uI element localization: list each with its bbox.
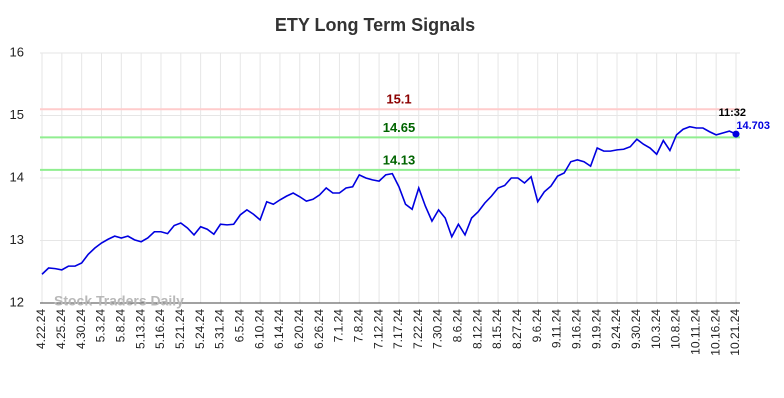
x-tick-label: 4.25.24 xyxy=(54,309,68,349)
reference-label: 15.1 xyxy=(386,92,411,107)
x-tick-label: 4.30.24 xyxy=(74,309,88,349)
x-tick-label: 9.24.24 xyxy=(609,309,623,349)
x-tick-label: 5.8.24 xyxy=(113,309,127,343)
y-tick-label: 16 xyxy=(10,44,24,59)
x-tick-label: 8.15.24 xyxy=(490,309,504,349)
x-tick-label: 9.16.24 xyxy=(570,309,584,349)
chart-title: ETY Long Term Signals xyxy=(275,15,475,35)
x-tick-label: 5.21.24 xyxy=(173,309,187,349)
x-tick-label: 7.22.24 xyxy=(411,309,425,349)
x-tick-label: 9.6.24 xyxy=(530,309,544,343)
x-tick-label: 9.30.24 xyxy=(629,309,643,349)
x-tick-label: 5.24.24 xyxy=(193,309,207,349)
watermark: Stock Traders Daily xyxy=(54,293,184,309)
y-tick-label: 14 xyxy=(10,169,24,184)
x-tick-label: 7.8.24 xyxy=(351,309,365,343)
x-tick-label: 10.21.24 xyxy=(728,309,742,356)
x-tick-label: 8.12.24 xyxy=(470,309,484,349)
x-tick-label: 10.3.24 xyxy=(649,309,663,349)
x-tick-label: 5.3.24 xyxy=(94,309,108,343)
reference-label: 14.13 xyxy=(383,152,416,167)
last-value: 14.703 xyxy=(736,120,770,132)
x-tick-label: 4.22.24 xyxy=(34,309,48,349)
series-line xyxy=(41,125,737,275)
x-tick-label: 6.20.24 xyxy=(292,309,306,349)
last-time: 11:32 xyxy=(718,107,746,119)
x-tick-label: 10.11.24 xyxy=(689,309,703,355)
x-tick-label: 7.12.24 xyxy=(371,309,385,349)
x-tick-label: 6.14.24 xyxy=(272,309,286,349)
x-tick-label: 6.10.24 xyxy=(252,309,266,349)
x-tick-label: 7.17.24 xyxy=(391,309,405,349)
x-tick-label: 10.16.24 xyxy=(708,309,722,356)
y-tick-label: 12 xyxy=(10,294,24,309)
x-tick-label: 5.31.24 xyxy=(213,309,227,349)
x-tick-label: 8.27.24 xyxy=(510,309,524,349)
x-tick-label: 8.6.24 xyxy=(451,309,465,343)
x-tick-label: 6.5.24 xyxy=(232,309,246,343)
y-tick-label: 15 xyxy=(10,107,24,122)
x-tick-label: 5.13.24 xyxy=(133,309,147,349)
last-point xyxy=(732,130,740,138)
x-tick-label: 10.8.24 xyxy=(669,309,683,349)
y-tick-label: 13 xyxy=(10,232,24,247)
x-tick-label: 7.30.24 xyxy=(431,309,445,349)
x-tick-label: 5.16.24 xyxy=(153,309,167,349)
x-tick-label: 6.26.24 xyxy=(312,309,326,349)
reference-label: 14.65 xyxy=(383,120,416,135)
x-tick-label: 9.19.24 xyxy=(589,309,603,349)
x-tick-label: 7.1.24 xyxy=(332,309,346,343)
x-tick-label: 9.11.24 xyxy=(550,309,564,348)
